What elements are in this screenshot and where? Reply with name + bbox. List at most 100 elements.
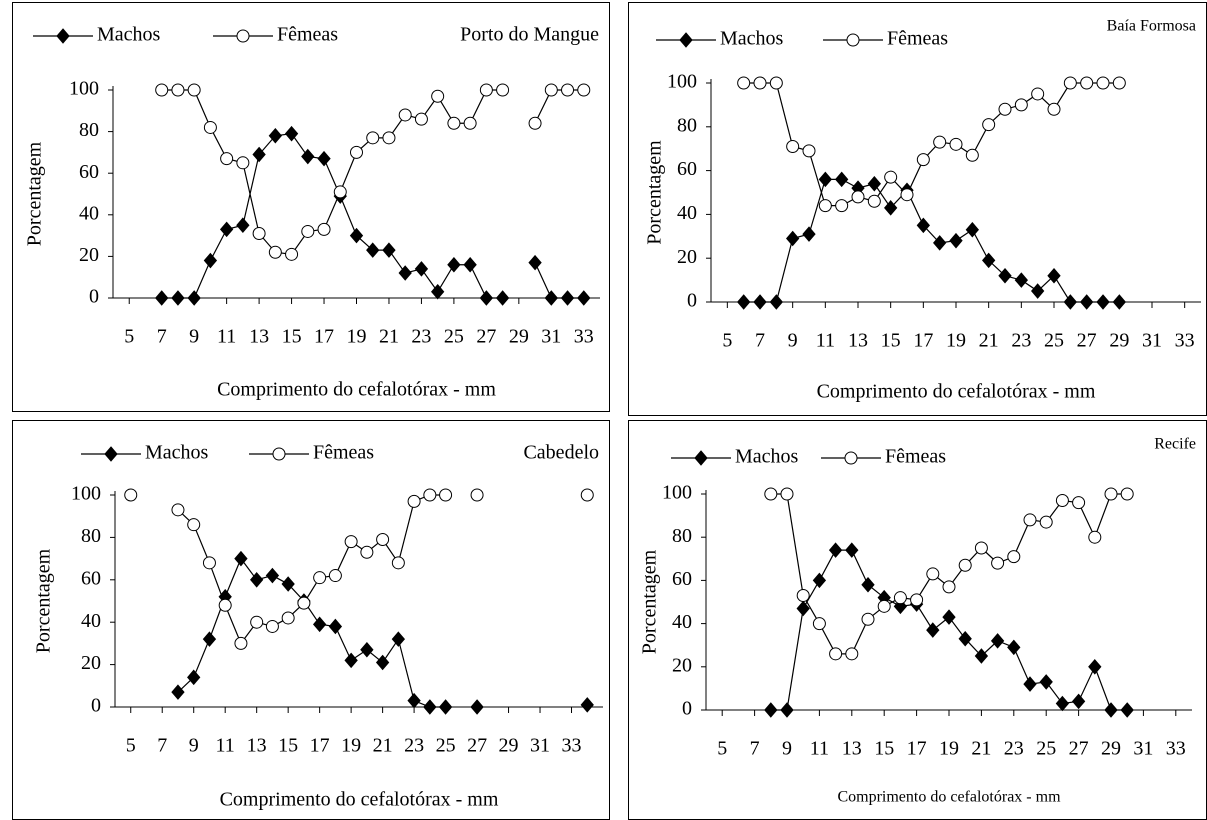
data-point bbox=[1096, 76, 1110, 90]
data-point bbox=[470, 488, 484, 502]
data-point bbox=[447, 256, 461, 273]
data-point bbox=[1120, 702, 1134, 718]
x-tick-label: 17 bbox=[310, 735, 330, 757]
y-tick-label: 40 bbox=[81, 610, 101, 632]
data-point bbox=[236, 217, 250, 233]
data-point bbox=[313, 571, 327, 585]
y-tick-label: 20 bbox=[81, 652, 101, 674]
x-tick-label: 7 bbox=[157, 735, 167, 757]
data-point bbox=[1055, 493, 1069, 507]
data-point bbox=[187, 290, 201, 306]
legend-label: Fêmeas bbox=[313, 442, 374, 464]
x-tick-label: 31 bbox=[541, 326, 561, 348]
data-point bbox=[366, 131, 380, 145]
data-point bbox=[407, 494, 421, 508]
data-point bbox=[818, 171, 832, 188]
y-tick-label: 80 bbox=[677, 114, 697, 136]
data-point bbox=[580, 697, 594, 713]
chart-title: Recife bbox=[1154, 436, 1196, 453]
legend-marker bbox=[694, 450, 708, 466]
data-point bbox=[391, 556, 405, 570]
data-point bbox=[1072, 496, 1086, 510]
x-tick-label: 33 bbox=[1166, 738, 1186, 760]
x-tick-label: 5 bbox=[126, 735, 136, 757]
data-point bbox=[250, 615, 264, 629]
legend-marker bbox=[56, 28, 70, 44]
data-point bbox=[407, 692, 421, 709]
x-tick-label: 21 bbox=[971, 738, 991, 760]
x-tick-label: 13 bbox=[842, 738, 862, 760]
legend-marker bbox=[236, 29, 250, 43]
data-point bbox=[350, 145, 363, 159]
y-axis-title: Porcentagem bbox=[33, 548, 55, 653]
x-tick-label: 21 bbox=[979, 330, 999, 352]
data-point bbox=[884, 170, 898, 184]
x-tick-label: 23 bbox=[1011, 330, 1031, 352]
data-point bbox=[439, 488, 453, 502]
data-point bbox=[737, 294, 751, 310]
data-point bbox=[285, 247, 299, 261]
data-point bbox=[845, 542, 859, 558]
data-point bbox=[344, 535, 358, 549]
data-point bbox=[265, 567, 280, 584]
data-point bbox=[998, 102, 1012, 116]
data-point bbox=[301, 224, 315, 238]
data-point bbox=[376, 533, 390, 547]
x-tick-label: 27 bbox=[1069, 738, 1089, 760]
data-point bbox=[423, 699, 437, 715]
chart-panel: 0 20 40 60 80 100 5 7 9 11 13 15 17 19 21 23 25 27 29 31 33 C… bbox=[628, 420, 1207, 820]
data-point bbox=[580, 488, 594, 502]
x-tick-label: 9 bbox=[189, 735, 199, 757]
legend-label: Machos bbox=[720, 28, 784, 50]
y-tick-label: 0 bbox=[682, 698, 692, 720]
data-point bbox=[1080, 76, 1094, 90]
data-point bbox=[281, 576, 295, 592]
data-point bbox=[1071, 693, 1086, 710]
data-point bbox=[202, 631, 217, 647]
data-point bbox=[861, 612, 875, 626]
data-point bbox=[786, 140, 800, 154]
series-line bbox=[178, 559, 587, 707]
data-point bbox=[382, 131, 396, 145]
data-point bbox=[366, 242, 380, 258]
data-point bbox=[982, 118, 996, 132]
data-point bbox=[544, 290, 558, 306]
data-point bbox=[753, 76, 767, 90]
x-tick-label: 29 bbox=[499, 735, 519, 757]
x-tick-label: 7 bbox=[750, 738, 760, 760]
x-axis-title: Comprimento do cefalotórax - mm bbox=[220, 789, 499, 811]
data-point bbox=[496, 83, 510, 97]
data-point bbox=[835, 199, 849, 213]
data-point bbox=[753, 294, 767, 310]
x-tick-label: 7 bbox=[157, 326, 167, 348]
legend-label: Fêmeas bbox=[887, 28, 948, 50]
legend-marker bbox=[104, 446, 118, 462]
data-point bbox=[250, 572, 264, 588]
data-point bbox=[828, 542, 843, 558]
x-tick-label: 11 bbox=[816, 330, 835, 352]
data-point bbox=[1112, 76, 1126, 90]
x-tick-label: 13 bbox=[247, 735, 267, 757]
x-tick-label: 11 bbox=[216, 735, 235, 757]
data-point bbox=[1047, 267, 1061, 284]
data-point bbox=[284, 125, 299, 142]
data-point bbox=[958, 558, 972, 572]
x-tick-label: 11 bbox=[217, 326, 236, 348]
series-line bbox=[743, 82, 1120, 207]
data-point bbox=[900, 188, 914, 202]
data-point bbox=[382, 242, 396, 258]
data-point bbox=[479, 290, 494, 306]
x-tick-label: 11 bbox=[810, 738, 829, 760]
data-point bbox=[877, 599, 891, 613]
x-tick-label: 25 bbox=[444, 326, 464, 348]
data-point bbox=[916, 217, 930, 234]
legend-label: Machos bbox=[735, 446, 799, 468]
x-tick-label: 29 bbox=[509, 326, 529, 348]
x-tick-label: 33 bbox=[562, 735, 582, 757]
x-tick-label: 9 bbox=[782, 738, 792, 760]
data-point bbox=[528, 254, 542, 271]
data-point bbox=[780, 702, 794, 718]
data-point bbox=[203, 252, 218, 269]
x-tick-label: 33 bbox=[1175, 330, 1195, 352]
